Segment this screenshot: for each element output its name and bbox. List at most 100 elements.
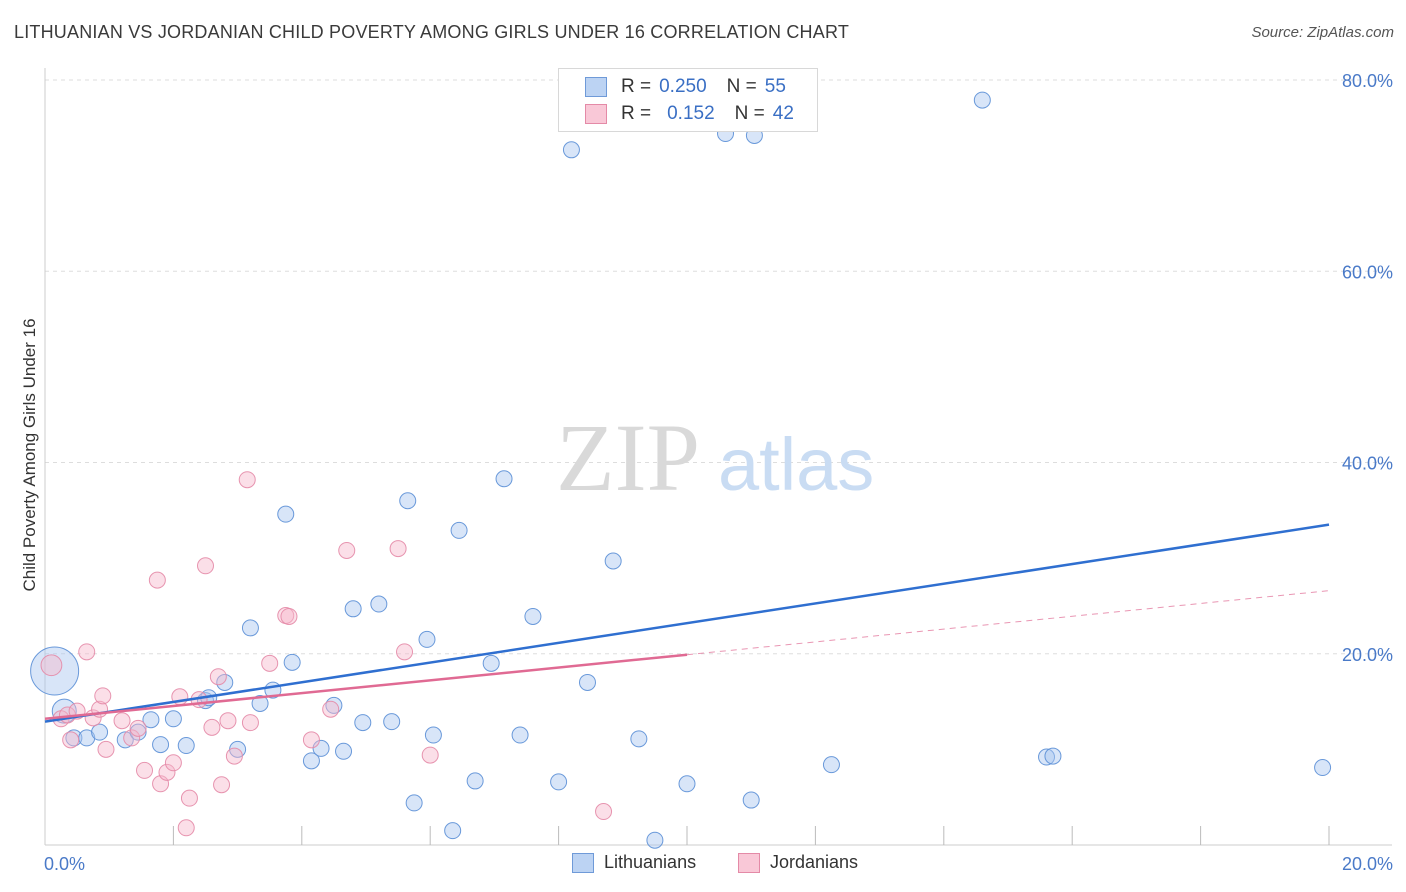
legend-row-jordanians: R = 0.152 N = 42 [585,102,794,126]
lithuanian-point [822,756,840,774]
jordanians-trend-line [44,653,688,721]
jordanian-point [338,541,356,559]
jordanian-point [238,471,256,489]
lithuanian-point [511,726,529,744]
lithuanian-point [604,552,622,570]
y-tick-label: 20.0% [1342,645,1393,665]
lithuanian-point [370,595,388,613]
legend-item-label: Jordanians [770,852,859,872]
axes [44,68,1392,846]
jordanian-point [322,700,340,718]
lithuanian-point [646,831,664,849]
jordanian-point [136,761,154,779]
legend-swatch-pink [585,104,607,124]
tick-labels: 20.0% 40.0% 60.0% 80.0% 0.0% 20.0% [44,71,1393,874]
legend-r-value: 0.152 [667,103,715,124]
lithuanian-point [302,752,320,770]
lithuanian-point [129,723,147,741]
lithuanian-point [91,723,109,741]
lithuanian-point [251,694,269,712]
jordanian-point [389,540,407,558]
lithuanian-point [524,607,542,625]
grid-lines [45,79,1392,655]
legend-r-label: R = [621,103,652,124]
jordanian-point [94,687,112,705]
lithuanian-point [495,470,513,488]
jordanian-point [209,668,227,686]
legend-swatch-blue [585,77,607,97]
jordanian-point [123,729,141,747]
lithuanian-point [418,630,436,648]
jordanian-point [302,731,320,749]
jordanian-point [595,803,613,821]
jordanian-point [261,654,279,672]
legend-n-label: N = [726,76,757,97]
legend-swatch-blue [572,852,594,873]
jordanian-point [78,643,96,661]
lithuanian-point [354,714,372,732]
jordanian-point [97,740,115,758]
series-lithuanians-points [30,91,1332,849]
jordanian-point [129,719,147,737]
stats-legend: R = 0.250 N = 55 R = 0.152 N = 42 [558,68,818,132]
lithuanian-point [1314,759,1332,777]
x-tick-label-min: 0.0% [44,854,85,874]
jordanian-point [203,718,221,736]
lithuanian-point [1038,748,1056,766]
jordanian-point [219,712,237,730]
lithuanian-point [405,794,423,812]
lithuanian-point [277,505,295,523]
jordanian-point [148,571,166,589]
legend-r-value: 0.250 [659,76,707,97]
jordanian-point [197,557,214,575]
lithuanian-point [335,742,353,760]
jordanian-point [180,789,198,807]
lithuanian-point [466,772,484,790]
jordanian-point [177,819,195,837]
legend-item-jordanians[interactable]: Jordanians [738,852,858,873]
lithuanian-point [973,91,991,109]
jordanian-point [164,754,182,772]
lithuanians-trend-line [44,523,1330,723]
lithuanian-point [444,822,462,840]
jordanians-trend-extension [686,590,1330,656]
legend-swatch-pink [738,852,760,873]
trend-lines [44,523,1330,723]
series-legend: Lithuanians Jordanians [0,852,1406,876]
watermark-zip: ZIP [556,404,700,511]
lithuanian-point [283,653,301,671]
lithuanian-point [424,726,442,744]
lithuanian-point [152,736,170,754]
lithuanian-point [742,791,760,809]
watermark-atlas: atlas [718,423,874,506]
lithuanian-point [312,739,330,757]
source-label: Source: ZipAtlas.com [1251,24,1394,41]
jordanian-point [40,654,63,677]
x-tick-label-max: 20.0% [1342,854,1393,874]
y-axis-label: Child Poverty Among Girls Under 16 [20,318,39,592]
y-tick-label: 60.0% [1342,262,1393,282]
lithuanian-point [177,737,195,755]
jordanian-point [213,776,231,794]
legend-row-lithuanians: R = 0.250 N = 55 [585,75,786,99]
chart-title: LITHUANIAN VS JORDANIAN CHILD POVERTY AM… [14,22,850,42]
jordanian-point [62,731,80,749]
lithuanian-point [450,521,468,539]
y-tick-label: 80.0% [1342,71,1393,91]
lithuanian-point [142,711,160,729]
jordanian-point [421,746,439,764]
legend-item-lithuanians[interactable]: Lithuanians [572,852,696,873]
watermark: ZIP atlas [556,404,874,511]
legend-item-label: Lithuanians [604,852,697,872]
lithuanian-point [1044,747,1062,765]
legend-n-label: N = [734,103,765,124]
jordanian-point [280,607,298,625]
legend-r-label: R = [621,76,652,97]
lithuanian-point [630,730,648,748]
jordanian-point [396,643,414,661]
lithuanian-point [344,600,362,618]
lithuanian-point [399,492,417,510]
legend-n-value: 42 [772,103,794,124]
legend-n-value: 55 [764,76,786,97]
